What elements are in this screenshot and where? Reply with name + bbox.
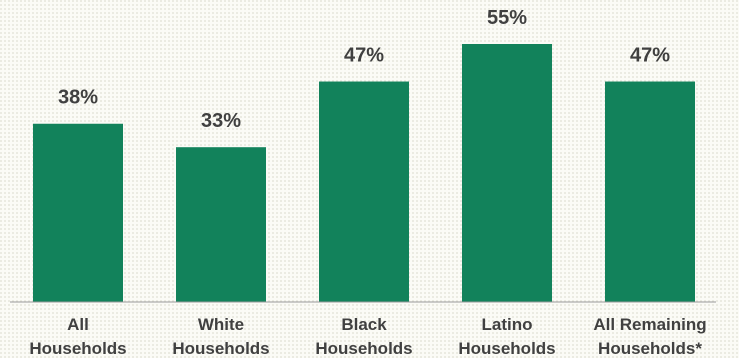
category-label-0-line-1: Households [29, 339, 126, 358]
value-label-0: 38% [58, 87, 98, 109]
category-label-2-line-0: Black [341, 315, 387, 334]
category-label-2-line-1: Households [315, 339, 412, 358]
category-labels-group: All Households White Households Black Househo… [29, 315, 706, 358]
bar-1 [176, 147, 266, 302]
category-label-0-line-0: All [67, 315, 89, 334]
bar-3 [462, 44, 552, 302]
bars-group [33, 44, 695, 302]
value-label-2: 47% [344, 45, 384, 67]
category-label-3-line-1: Households [458, 339, 555, 358]
bar-0 [33, 123, 123, 302]
bar-4 [605, 81, 695, 302]
category-label-3-line-0: Latino [482, 315, 533, 334]
category-label-4-line-1: Households* [598, 339, 702, 358]
value-label-3: 55% [487, 7, 527, 29]
category-label-4-line-0: All Remaining [593, 315, 706, 334]
value-labels-group: 38% 33% 47% 55% 47% [58, 7, 670, 132]
category-label-1-line-0: White [198, 315, 244, 334]
category-label-1-line-1: Households [172, 339, 269, 358]
bar-2 [319, 81, 409, 302]
value-label-1: 33% [201, 110, 241, 132]
value-label-4: 47% [630, 45, 670, 67]
